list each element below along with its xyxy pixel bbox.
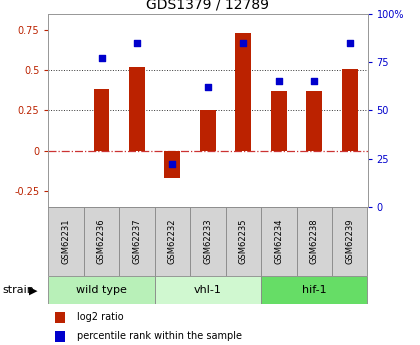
Bar — [48, 276, 155, 304]
Bar — [48, 207, 84, 276]
Text: percentile rank within the sample: percentile rank within the sample — [77, 331, 242, 341]
Point — [169, 162, 176, 167]
Point — [276, 79, 282, 84]
Point — [205, 85, 211, 90]
Text: GSM62234: GSM62234 — [274, 219, 284, 264]
Bar — [155, 207, 190, 276]
Point — [240, 40, 247, 46]
Text: GSM62232: GSM62232 — [168, 219, 177, 264]
Text: GSM62239: GSM62239 — [345, 219, 354, 264]
Text: hif-1: hif-1 — [302, 285, 327, 295]
Text: ▶: ▶ — [29, 286, 37, 295]
Bar — [306, 91, 322, 151]
Point — [346, 40, 353, 46]
Bar — [84, 207, 119, 276]
Bar — [271, 91, 287, 151]
Bar — [261, 276, 368, 304]
Point — [311, 79, 318, 84]
Bar — [200, 110, 216, 151]
Text: GSM62237: GSM62237 — [132, 219, 142, 264]
Point — [134, 40, 140, 46]
Text: wild type: wild type — [76, 285, 127, 295]
Bar — [55, 331, 65, 342]
Bar — [119, 207, 155, 276]
Text: GSM62235: GSM62235 — [239, 219, 248, 264]
Bar — [155, 276, 261, 304]
Bar — [332, 207, 368, 276]
Bar — [190, 207, 226, 276]
Bar — [342, 69, 358, 151]
Text: GSM62233: GSM62233 — [203, 219, 213, 264]
Text: GSM62238: GSM62238 — [310, 219, 319, 264]
Text: strain: strain — [2, 286, 34, 295]
Bar — [94, 89, 110, 151]
Text: vhl-1: vhl-1 — [194, 285, 222, 295]
Point — [98, 56, 105, 61]
Bar — [235, 33, 251, 151]
Text: log2 ratio: log2 ratio — [77, 312, 123, 322]
Bar — [165, 151, 181, 178]
Title: GDS1379 / 12789: GDS1379 / 12789 — [147, 0, 269, 11]
Bar — [297, 207, 332, 276]
Bar — [226, 207, 261, 276]
Bar — [261, 207, 297, 276]
Bar — [55, 312, 65, 323]
Text: GSM62231: GSM62231 — [62, 219, 71, 264]
Bar — [129, 67, 145, 151]
Text: GSM62236: GSM62236 — [97, 219, 106, 264]
